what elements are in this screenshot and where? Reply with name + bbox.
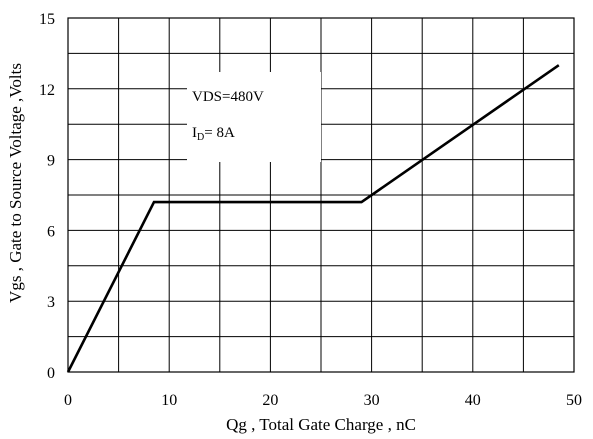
annotation-id-subscript: D (197, 132, 204, 143)
grid (68, 18, 574, 372)
plot-frame (67, 17, 575, 373)
annotation-background (187, 72, 321, 162)
x-tick-label: 0 (64, 392, 72, 409)
y-tick-label: 15 (39, 11, 55, 28)
x-tick-label: 10 (161, 392, 177, 409)
x-tick-label: 30 (364, 392, 380, 409)
y-tick-labels: 0 3 6 9 12 15 (39, 11, 55, 382)
y-axis-title: Vgs , Gate to Source Voltage ,Volts (6, 63, 25, 303)
x-tick-labels: 0 10 20 30 40 50 (64, 392, 582, 409)
x-tick-label: 40 (465, 392, 481, 409)
annotation-vds: VDS=480V (192, 89, 264, 105)
annotation-id-symbol: I (192, 125, 197, 141)
x-tick-label: 50 (566, 392, 582, 409)
x-tick-label: 20 (262, 392, 278, 409)
y-tick-label: 9 (47, 153, 55, 170)
series-line-1 (66, 64, 560, 373)
y-tick-label: 6 (47, 223, 55, 240)
y-tick-label: 3 (47, 294, 55, 311)
annotation-id: ID= 8A (192, 125, 235, 143)
y-tick-label: 0 (47, 365, 55, 382)
annotation-box: VDS=480V ID= 8A (187, 72, 321, 162)
x-axis-title: Qg , Total Gate Charge , nC (226, 415, 416, 434)
annotation-id-value: = 8A (204, 125, 235, 141)
y-tick-label: 12 (39, 82, 55, 99)
series-layer (66, 64, 560, 373)
